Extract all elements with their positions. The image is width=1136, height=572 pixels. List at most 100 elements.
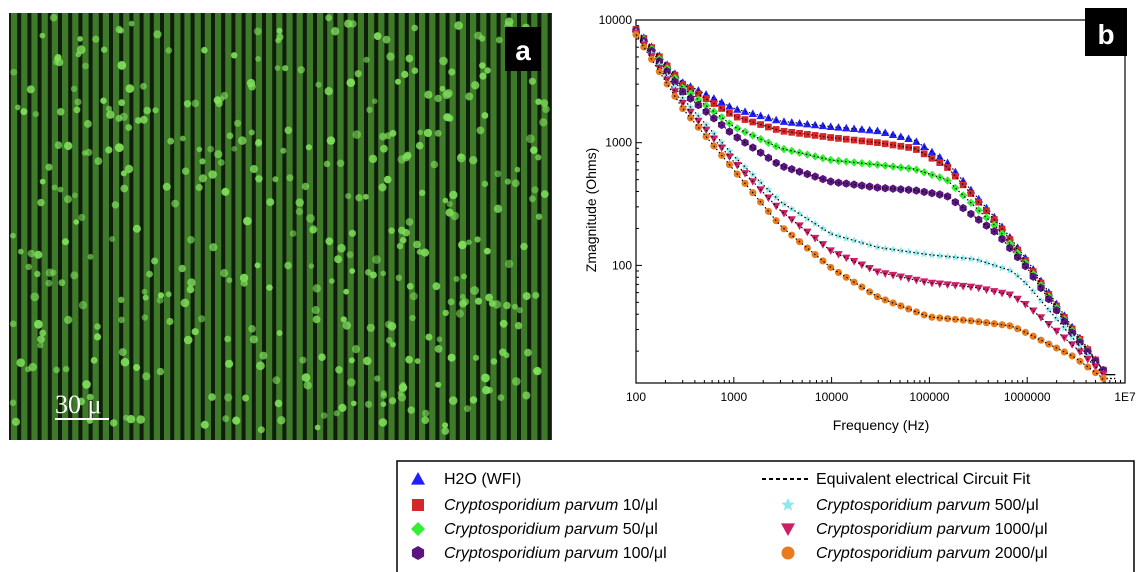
cell-dot (419, 189, 426, 196)
data-point (905, 144, 912, 151)
cell-dot (395, 78, 401, 85)
cell-dot (94, 323, 101, 330)
cell-dot (405, 54, 414, 63)
cell-dot (70, 85, 78, 93)
data-point (1029, 332, 1037, 340)
data-point (788, 165, 796, 174)
cell-dot (366, 323, 375, 332)
data-point (873, 183, 882, 192)
cell-dot (421, 416, 430, 424)
data-point (912, 186, 920, 195)
data-point (748, 131, 758, 140)
data-point (881, 128, 890, 136)
cell-dot (62, 238, 69, 246)
cell-dot (481, 373, 490, 383)
data-point (865, 125, 874, 134)
cell-dot (222, 415, 230, 423)
data-point (1005, 239, 1015, 248)
data-point (1044, 305, 1053, 314)
data-point (935, 251, 944, 260)
data-point (741, 116, 749, 123)
y-tick-label: 10000 (599, 13, 633, 27)
cell-dot (441, 427, 450, 435)
cell-dot (526, 134, 535, 144)
electrode-stripe-33 (337, 13, 344, 440)
cell-dot (152, 107, 159, 114)
data-point (865, 240, 874, 249)
data-point (905, 185, 913, 194)
cell-dot (220, 269, 229, 278)
data-point (928, 313, 936, 321)
cell-dot (435, 381, 442, 388)
data-point (936, 190, 944, 199)
data-point (787, 146, 796, 156)
cell-dot (338, 403, 347, 412)
cell-dot (373, 32, 382, 40)
cell-dot (77, 36, 83, 42)
cell-dot (522, 391, 531, 400)
cell-dot (347, 378, 356, 387)
data-point (749, 143, 757, 152)
electrode-stripe-40 (408, 13, 415, 440)
cell-dot (73, 106, 81, 114)
electrode-stripe-11 (113, 13, 120, 440)
cell-dot (436, 336, 443, 343)
cell-dot (343, 288, 350, 295)
cell-dot (314, 424, 321, 431)
electrode-stripe-36 (368, 13, 375, 440)
data-point (951, 253, 960, 261)
cell-dot (411, 24, 419, 32)
cell-dot (528, 77, 537, 85)
cell-dot (45, 163, 53, 171)
data-point (679, 105, 687, 113)
cell-dot (349, 20, 357, 28)
cell-dot (156, 367, 165, 376)
cell-dot (389, 397, 397, 405)
cell-dot (485, 293, 493, 302)
data-point (710, 114, 718, 123)
data-point (803, 214, 812, 223)
data-point (888, 130, 898, 138)
cell-dot (448, 396, 458, 405)
data-point (990, 288, 999, 296)
data-point (982, 286, 991, 294)
cell-dot (535, 98, 542, 105)
cell-dot (380, 270, 387, 277)
cell-dot (106, 110, 115, 119)
x-tick-label: 10000 (815, 390, 849, 404)
data-point (842, 254, 851, 263)
legend-marker (781, 498, 795, 511)
cell-dot (226, 132, 234, 140)
fit-line-1 (635, 28, 1116, 376)
cell-dot (186, 285, 195, 294)
cell-dot (351, 400, 357, 407)
cell-dot (382, 35, 391, 44)
data-point (725, 127, 734, 136)
cell-dot (141, 288, 148, 295)
cell-dot (434, 94, 442, 103)
series-7 (632, 31, 1107, 382)
electrode-stripe-50 (510, 13, 517, 440)
cell-dot (128, 20, 135, 27)
cell-dot (115, 114, 123, 122)
cell-dot (415, 141, 424, 150)
cell-dot (180, 298, 190, 308)
cell-dot (198, 174, 207, 183)
electrode-stripe-14 (143, 13, 150, 440)
data-point (944, 164, 951, 171)
data-point (803, 119, 812, 128)
cell-dot (9, 399, 17, 407)
electrode-stripe-16 (164, 13, 171, 440)
cell-dot (14, 104, 21, 111)
cell-dot (301, 373, 311, 382)
data-point (810, 234, 820, 243)
data-point (873, 268, 882, 277)
cell-dot (455, 309, 464, 318)
data-point (951, 183, 960, 193)
cell-dot (345, 193, 352, 200)
data-point (826, 229, 835, 237)
cell-dot (51, 184, 58, 191)
data-point (640, 43, 648, 51)
data-point (741, 162, 749, 171)
cell-dot (333, 410, 340, 417)
